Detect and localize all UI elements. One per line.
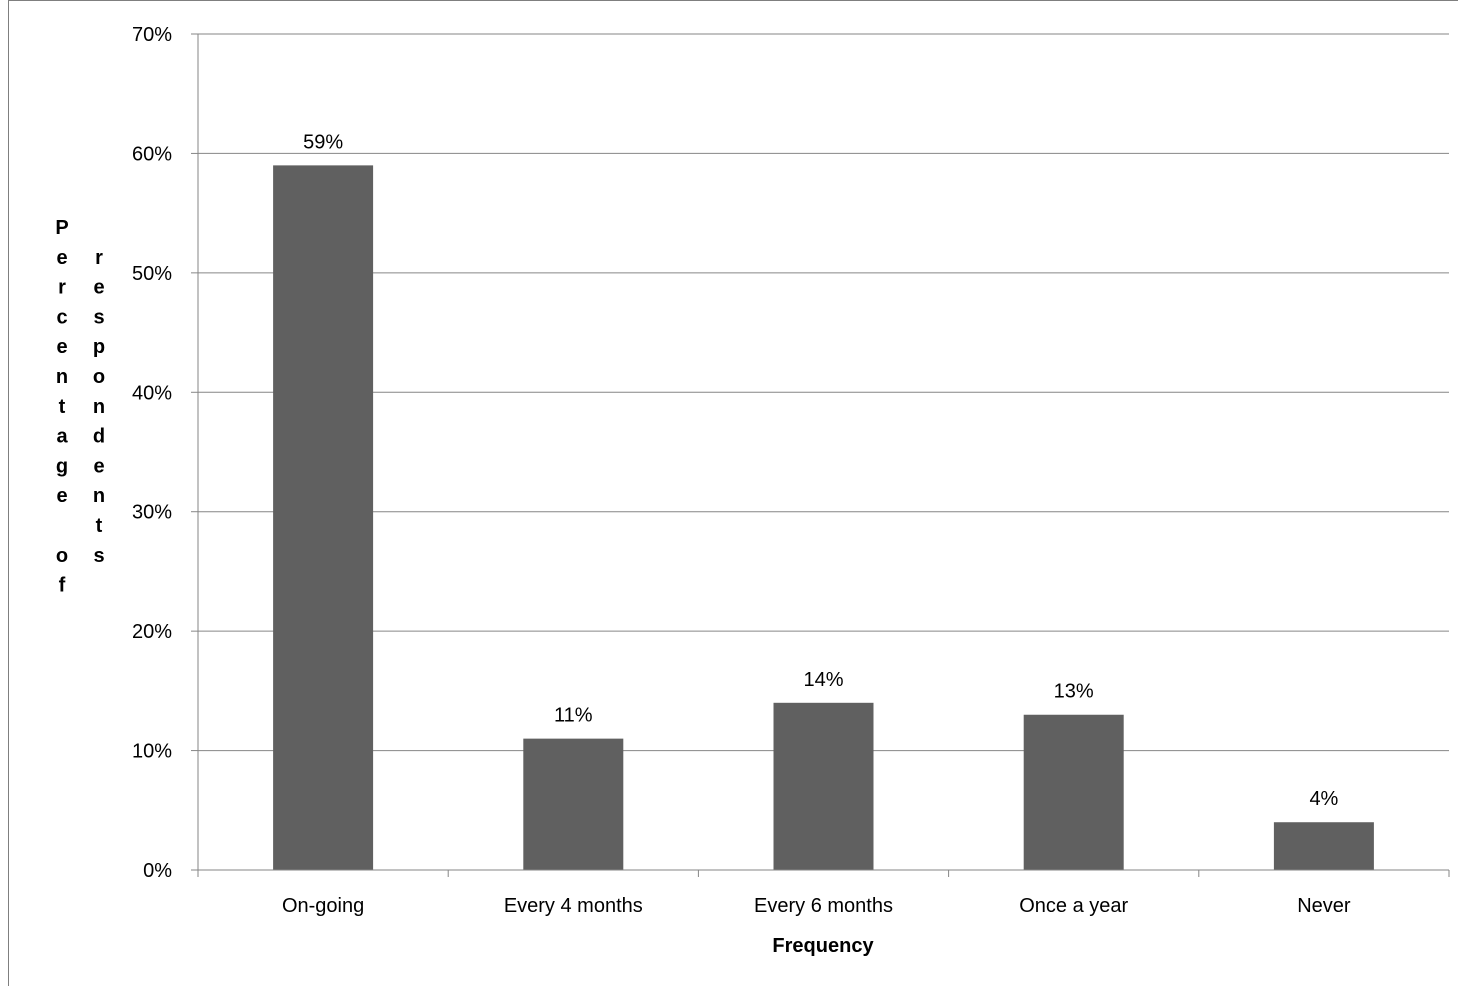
y-axis-title-letter: e: [93, 277, 104, 299]
data-label: 14%: [803, 669, 843, 691]
gridlines: [198, 33, 1449, 752]
y-tick-label: 0%: [143, 860, 172, 882]
bars: [273, 165, 1374, 870]
y-tick-label: 10%: [132, 741, 172, 763]
y-tick-label: 30%: [132, 502, 172, 524]
y-axis-title-letter: e: [93, 455, 104, 477]
y-axis-title-letter: d: [93, 426, 105, 448]
y-axis-title-letter: n: [93, 485, 105, 507]
y-axis-title-letter: s: [93, 545, 104, 567]
y-tick-label: 40%: [132, 382, 172, 404]
y-axis-title-letter: e: [56, 485, 67, 507]
x-tick-label: Once a year: [1019, 895, 1128, 917]
x-tick-label: Every 6 months: [754, 895, 893, 917]
y-axis-title-letter: c: [56, 306, 67, 328]
x-tick-label: Never: [1297, 895, 1351, 917]
y-axis-title-letter: o: [93, 366, 105, 388]
y-axis-title-letter: e: [56, 336, 67, 358]
y-axis-title-letter: s: [93, 306, 104, 328]
bar: [523, 738, 624, 870]
y-axis-title-letter: g: [56, 455, 68, 477]
x-tick-label: Every 4 months: [504, 895, 643, 917]
y-tick-label: 70%: [132, 24, 172, 46]
y-tick-label: 60%: [132, 143, 172, 165]
axes: 0% 10% 20% 30% 40% 50% 60% 70% On-going Every 4 m…: [132, 24, 1450, 917]
bar: [1023, 714, 1124, 870]
y-axis-title-letter: f: [59, 575, 66, 597]
y-axis-title-letter: t: [59, 396, 66, 418]
y-axis-title-letter: e: [56, 247, 67, 269]
x-tick-label: On-going: [282, 895, 364, 917]
data-labels: 59% 11% 14% 13% 4%: [303, 131, 1338, 810]
y-axis-title-letter: r: [58, 277, 66, 299]
bar: [273, 165, 374, 870]
chart-frame: [8, 0, 1458, 986]
y-tick-label: 50%: [132, 263, 172, 285]
data-label: 4%: [1309, 788, 1338, 810]
y-axis-title-letter: a: [56, 426, 68, 448]
data-label: 59%: [303, 131, 343, 153]
y-axis-title-letter: r: [95, 247, 103, 269]
y-axis-title-letter: t: [96, 515, 103, 537]
bar: [773, 702, 874, 870]
data-label: 13%: [1054, 681, 1094, 703]
x-axis-title: Frequency: [772, 935, 874, 957]
bar: [1273, 822, 1374, 870]
y-axis-title-letter: n: [93, 396, 105, 418]
y-axis-title-letter: P: [55, 217, 68, 239]
y-axis-title-letter: n: [56, 366, 68, 388]
y-axis-title-letter: p: [93, 336, 105, 358]
y-axis-title-letter: o: [56, 545, 68, 567]
data-label: 11%: [554, 705, 593, 727]
y-tick-label: 20%: [132, 621, 172, 643]
